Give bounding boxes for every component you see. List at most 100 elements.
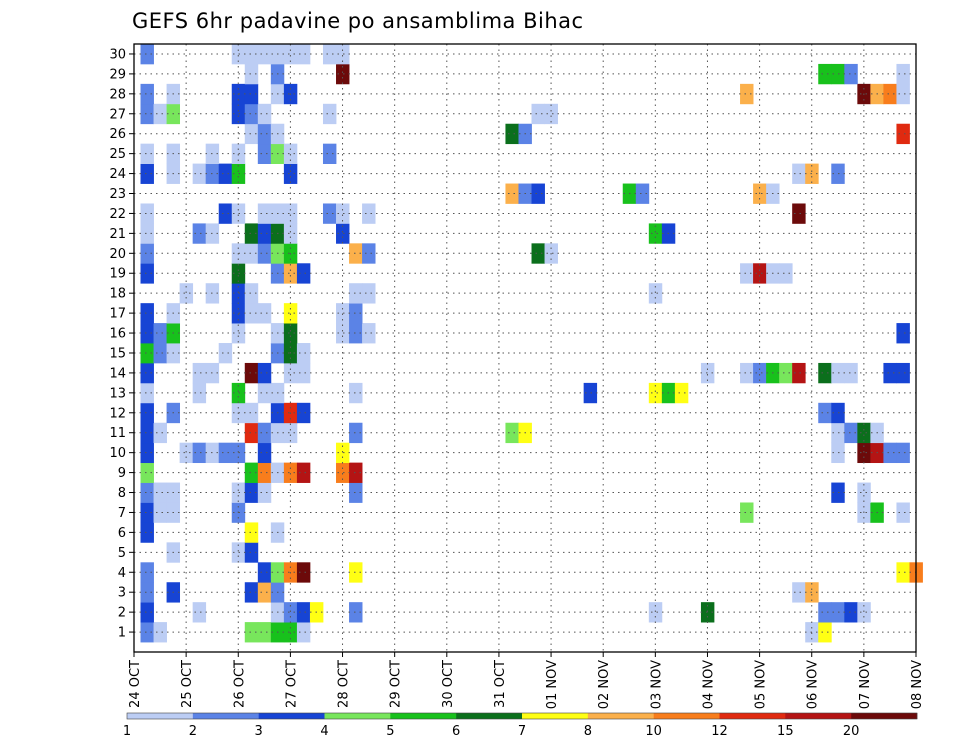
y-tick-label: 13: [109, 386, 126, 401]
heatmap-cell: [244, 223, 259, 244]
heatmap-cell: [244, 402, 259, 424]
heatmap-cell: [700, 602, 715, 623]
y-tick-label: 26: [109, 127, 126, 142]
heatmap-cell: [792, 582, 806, 603]
x-tick-label: 05 NOV: [754, 660, 769, 709]
heatmap-cell: [231, 143, 246, 164]
colorbar-swatch: [192, 713, 259, 719]
x-tick-label: 24 OCT: [128, 660, 143, 708]
heatmap-cell: [231, 542, 246, 563]
heatmap-cell: [244, 303, 259, 324]
x-tick-label: 27 OCT: [284, 660, 299, 708]
heatmap-cell: [740, 263, 754, 284]
colorbar-swatch: [653, 713, 720, 719]
heatmap-cell: [349, 283, 363, 304]
heatmap-cell: [257, 622, 272, 643]
colorbar-label: 20: [843, 724, 860, 739]
heatmap-cell: [831, 482, 845, 503]
heatmap-cell: [740, 502, 754, 523]
heatmap-cell: [140, 602, 154, 623]
heatmap-cell: [883, 362, 897, 384]
heatmap-cell: [140, 582, 154, 603]
heatmap-cell: [244, 622, 259, 643]
heatmap-cell: [179, 442, 194, 464]
y-tick-label: 20: [109, 247, 126, 262]
heatmap-cell: [349, 323, 363, 344]
heatmap-cell: [831, 163, 845, 184]
y-tick-label: 1: [118, 626, 126, 641]
y-tick-label: 8: [118, 486, 126, 501]
heatmap-cell: [322, 203, 337, 224]
heatmap-cell: [857, 602, 871, 623]
heatmap-cell: [857, 442, 871, 464]
heatmap-cell: [362, 283, 376, 304]
y-tick-label: 15: [109, 346, 126, 361]
y-tick-label: 22: [109, 207, 126, 222]
heatmap-cell: [740, 362, 754, 384]
heatmap-cell: [883, 442, 897, 464]
heatmap-cell: [283, 143, 298, 164]
heatmap-cell: [140, 402, 154, 424]
heatmap-cell: [336, 44, 350, 65]
heatmap-cell: [296, 343, 311, 364]
heatmap-cell: [244, 123, 259, 145]
heatmap-cell: [831, 362, 845, 384]
x-tick-label: 25 OCT: [180, 660, 195, 708]
x-tick-label: 31 OCT: [493, 660, 508, 708]
heatmap-cell: [218, 163, 233, 184]
heatmap-cell: [231, 323, 246, 344]
heatmap-cell: [648, 223, 663, 244]
heatmap-cell: [283, 223, 298, 244]
colorbar-swatch: [324, 713, 391, 719]
y-tick-label: 2: [118, 606, 126, 621]
heatmap-cell: [192, 163, 207, 184]
heatmap-cell: [349, 482, 363, 503]
heatmap-cell: [283, 422, 298, 444]
heatmap-cell: [257, 223, 272, 244]
heatmap-cell: [831, 402, 845, 424]
heatmap-cell: [349, 382, 363, 404]
heatmap-cell: [349, 243, 363, 264]
heatmap-cell: [140, 343, 154, 364]
heatmap-cell: [283, 163, 298, 184]
x-tick-label: 02 NOV: [597, 660, 612, 709]
heatmap-cell: [257, 203, 272, 224]
heatmap-cell: [362, 203, 376, 224]
colorbar-label: 1: [123, 724, 131, 739]
heatmap-cell: [192, 602, 207, 623]
heatmap-cell: [336, 462, 350, 483]
colorbar-label: 6: [452, 724, 460, 739]
heatmap-cell: [362, 323, 376, 344]
heatmap-cell: [140, 243, 154, 264]
heatmap-cell: [857, 422, 871, 444]
heatmap-cell: [140, 462, 154, 483]
heatmap-cell: [257, 123, 272, 145]
heatmap-cell: [648, 283, 663, 304]
colorbar-swatch: [522, 713, 589, 719]
heatmap-cell: [244, 283, 259, 304]
heatmap-cell: [283, 203, 298, 224]
heatmap-cell: [844, 362, 858, 384]
heatmap-cell: [283, 602, 298, 623]
heatmap-cell: [153, 482, 167, 503]
heatmap-cell: [140, 502, 154, 523]
heatmap-cell: [140, 442, 154, 464]
heatmap-cell: [257, 103, 272, 125]
y-tick-label: 3: [118, 586, 126, 601]
heatmap-cell: [244, 243, 259, 264]
heatmap-cell: [349, 422, 363, 444]
heatmap-cell: [192, 362, 207, 384]
y-tick-label: 23: [109, 187, 126, 202]
heatmap-cell: [140, 323, 154, 344]
heatmap-cell: [140, 382, 154, 404]
heatmap-cell: [231, 442, 246, 464]
colorbar-swatch: [127, 713, 194, 719]
heatmap-cell: [818, 602, 832, 623]
y-tick-label: 5: [118, 546, 126, 561]
y-tick-label: 27: [109, 107, 126, 122]
y-tick-label: 19: [109, 267, 126, 282]
heatmap-cell: [257, 582, 272, 603]
heatmap-cell: [296, 362, 311, 384]
heatmap-cell: [531, 103, 545, 125]
